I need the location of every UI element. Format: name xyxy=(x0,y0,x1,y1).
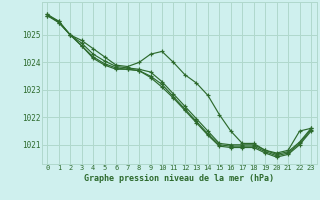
X-axis label: Graphe pression niveau de la mer (hPa): Graphe pression niveau de la mer (hPa) xyxy=(84,174,274,183)
